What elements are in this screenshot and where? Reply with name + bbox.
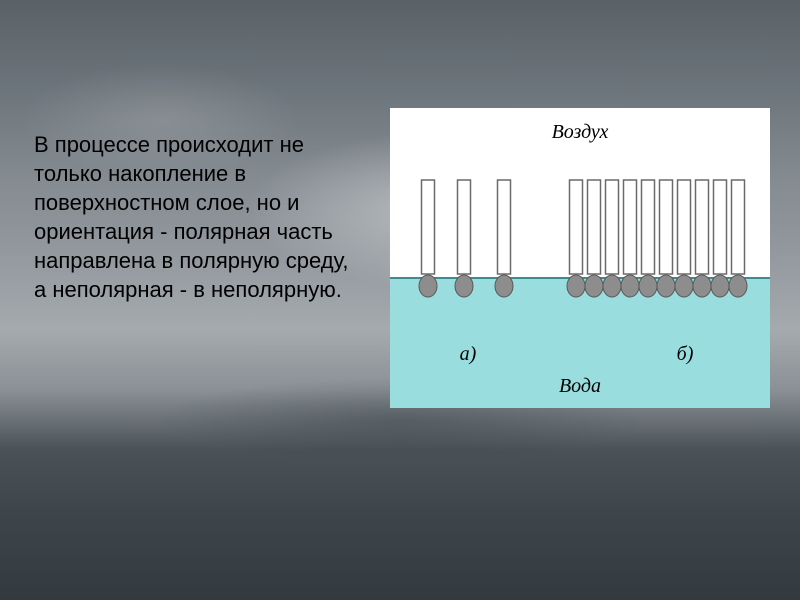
diagram-svg: Воздух Вода а) б)	[390, 108, 770, 408]
molecule-diagram: Воздух Вода а) б)	[390, 108, 770, 408]
svg-text:Вода: Вода	[559, 375, 601, 397]
svg-text:а): а)	[460, 343, 477, 365]
svg-text:б): б)	[677, 343, 694, 365]
body-text: В процессе происходит не только накоплен…	[34, 130, 354, 304]
svg-text:Воздух: Воздух	[552, 121, 609, 143]
